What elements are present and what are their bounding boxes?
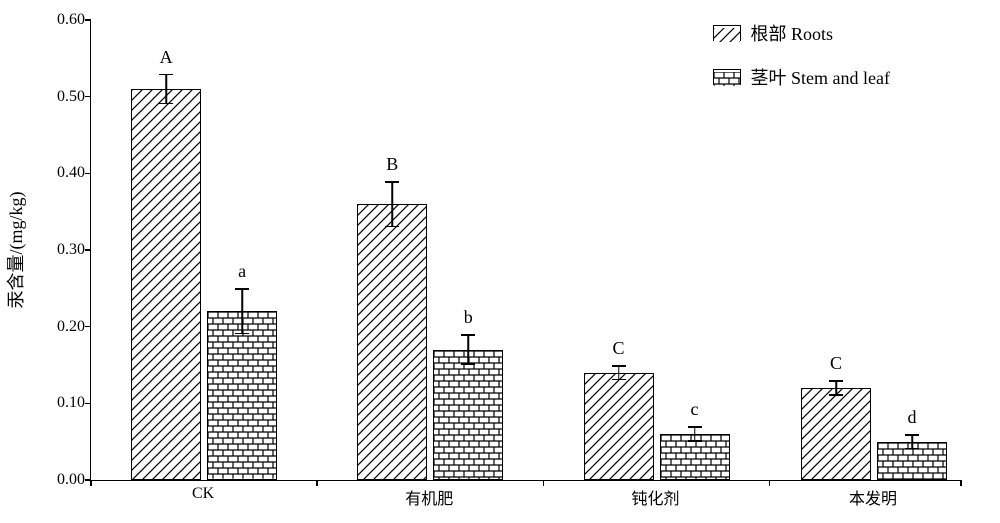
y-tick-label: 0.10 bbox=[57, 394, 85, 412]
legend-item-stemleaf: 茎叶 Stem and leaf bbox=[713, 64, 890, 90]
bar-roots bbox=[131, 89, 201, 480]
errorbar bbox=[159, 74, 173, 105]
bar-roots bbox=[584, 373, 654, 480]
x-category-label: CK bbox=[192, 485, 214, 503]
errorbar bbox=[461, 334, 475, 365]
errorbar bbox=[688, 426, 702, 441]
significance-label: a bbox=[238, 261, 246, 282]
x-tick bbox=[316, 480, 318, 486]
legend-swatch-roots bbox=[713, 25, 741, 41]
bar-stemleaf bbox=[207, 311, 277, 480]
y-tick-label: 0.40 bbox=[57, 164, 85, 182]
bar-stemleaf bbox=[433, 350, 503, 480]
legend: 根部 Roots 茎叶 Stem and leaf bbox=[713, 20, 890, 108]
y-tick bbox=[85, 96, 91, 98]
errorbar bbox=[235, 288, 249, 334]
x-tick bbox=[769, 480, 771, 486]
x-category-label: 钝化剂 bbox=[631, 485, 679, 509]
y-tick-label: 0.00 bbox=[57, 471, 85, 489]
significance-label: c bbox=[691, 399, 699, 420]
y-axis-label: 汞含量/(mg/kg) bbox=[2, 192, 28, 309]
y-tick-label: 0.50 bbox=[57, 88, 85, 106]
y-tick-label: 0.20 bbox=[57, 318, 85, 336]
significance-label: C bbox=[612, 338, 624, 359]
y-tick-label: 0.30 bbox=[57, 241, 85, 259]
bar-roots bbox=[801, 388, 871, 480]
x-tick bbox=[960, 480, 962, 486]
y-tick bbox=[85, 326, 91, 328]
x-tick bbox=[543, 480, 545, 486]
x-category-label: 本发明 bbox=[849, 485, 897, 509]
y-tick bbox=[85, 19, 91, 21]
legend-swatch-stemleaf bbox=[713, 69, 741, 85]
legend-label-roots: 根部 Roots bbox=[751, 20, 834, 46]
y-tick bbox=[85, 173, 91, 175]
y-tick bbox=[85, 403, 91, 405]
y-tick bbox=[85, 249, 91, 251]
significance-label: d bbox=[908, 407, 917, 428]
legend-label-stemleaf: 茎叶 Stem and leaf bbox=[751, 64, 890, 90]
legend-item-roots: 根部 Roots bbox=[713, 20, 890, 46]
significance-label: b bbox=[464, 307, 473, 328]
significance-label: B bbox=[386, 154, 398, 175]
significance-label: C bbox=[830, 353, 842, 374]
bar-roots bbox=[357, 204, 427, 480]
bar-chart: 汞含量/(mg/kg) Aa Bb Cc Cd 根部 Roots 茎叶 Stem an… bbox=[0, 0, 1000, 523]
significance-label: A bbox=[160, 47, 173, 68]
errorbar bbox=[612, 365, 626, 380]
y-tick-label: 0.60 bbox=[57, 11, 85, 29]
x-category-label: 有机肥 bbox=[405, 485, 453, 509]
x-tick bbox=[90, 480, 92, 486]
errorbar bbox=[829, 380, 843, 395]
errorbar bbox=[385, 181, 399, 227]
errorbar bbox=[905, 434, 919, 449]
